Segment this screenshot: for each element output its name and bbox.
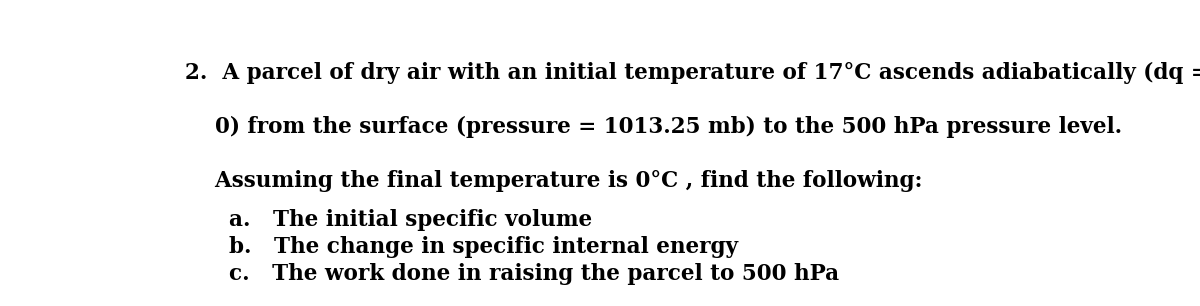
Text: 2.  A parcel of dry air with an initial temperature of 17°C ascends adiabaticall: 2. A parcel of dry air with an initial t…: [185, 62, 1200, 84]
Text: b.   The change in specific internal energy: b. The change in specific internal energ…: [229, 236, 738, 258]
Text: 0) from the surface (pressure = 1013.25 mb) to the 500 hPa pressure level.: 0) from the surface (pressure = 1013.25 …: [185, 116, 1122, 138]
Text: c.   The work done in raising the parcel to 500 hPa: c. The work done in raising the parcel t…: [229, 263, 839, 285]
Text: a.   The initial specific volume: a. The initial specific volume: [229, 209, 592, 231]
Text: Assuming the final temperature is 0°C , find the following:: Assuming the final temperature is 0°C , …: [185, 170, 923, 192]
